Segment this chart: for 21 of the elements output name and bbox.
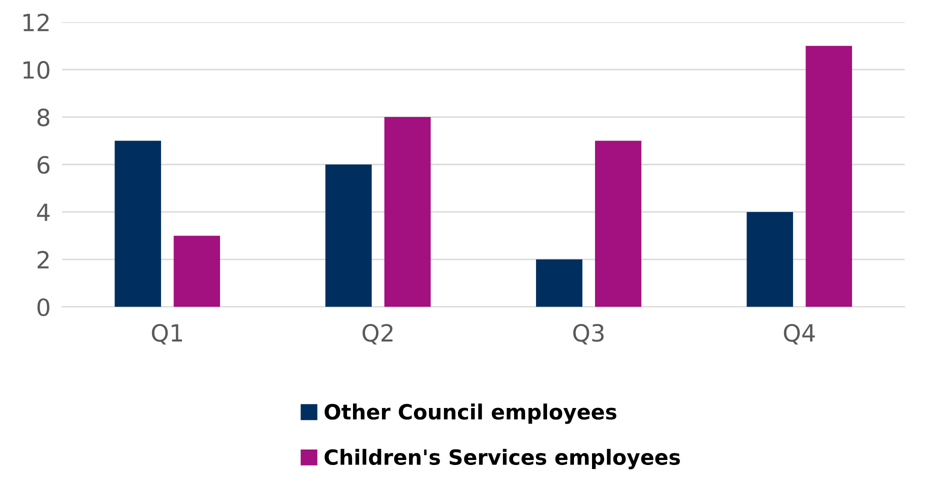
bar xyxy=(325,164,372,307)
y-tick-label: 6 xyxy=(38,156,50,174)
y-tick-label: 0 xyxy=(37,298,50,316)
bar xyxy=(536,259,582,307)
x-tick-label: Q4 xyxy=(784,324,815,345)
legend-label: Children's Services employees xyxy=(324,448,680,470)
x-tick-label: Q3 xyxy=(573,324,604,345)
y-tick-label: 8 xyxy=(38,108,50,126)
y-tick-label: 2 xyxy=(38,250,49,268)
y-tick-label: 12 xyxy=(23,14,49,32)
bar xyxy=(114,140,162,307)
x-tick-label: Q2 xyxy=(362,324,392,345)
bar xyxy=(746,212,794,307)
legend-label: Other Council employees xyxy=(324,404,616,424)
y-tick-label: 4 xyxy=(37,204,50,221)
bar xyxy=(174,236,220,307)
bar xyxy=(595,140,642,307)
bar xyxy=(384,117,431,307)
x-tick-label: Q1 xyxy=(152,324,182,345)
y-tick-label: 10 xyxy=(23,61,50,79)
bar xyxy=(806,46,852,307)
